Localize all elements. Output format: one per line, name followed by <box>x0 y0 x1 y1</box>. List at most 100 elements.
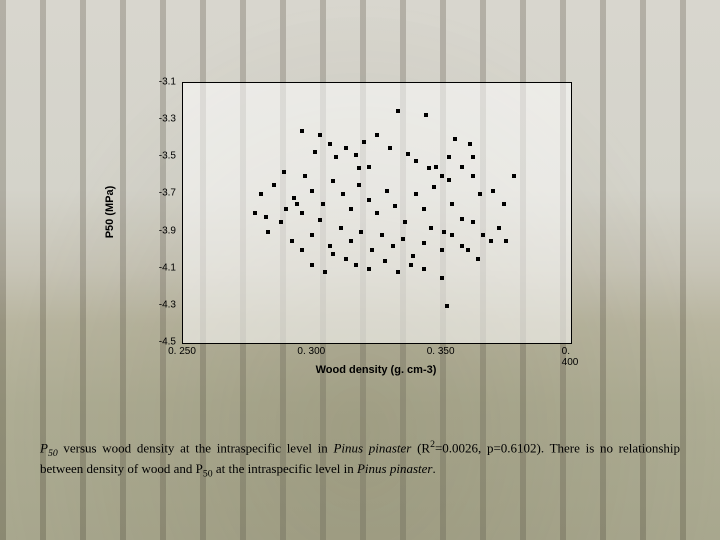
data-point <box>445 304 449 308</box>
data-point <box>391 244 395 248</box>
data-point <box>349 207 353 211</box>
data-point <box>349 239 353 243</box>
data-point <box>468 142 472 146</box>
data-point <box>497 226 501 230</box>
data-point <box>300 248 304 252</box>
caption-p-sub2: 50 <box>203 469 213 480</box>
y-axis-label: P50 (MPa) <box>104 186 116 239</box>
data-point <box>344 146 348 150</box>
data-point <box>375 133 379 137</box>
data-point <box>367 165 371 169</box>
data-point <box>406 152 410 156</box>
data-point <box>409 263 413 267</box>
data-point <box>282 170 286 174</box>
data-point <box>450 202 454 206</box>
data-point <box>434 165 438 169</box>
y-tick-label: -3.9 <box>122 225 176 236</box>
data-point <box>453 137 457 141</box>
data-point <box>403 220 407 224</box>
data-point <box>370 248 374 252</box>
data-point <box>321 202 325 206</box>
data-point <box>367 267 371 271</box>
data-point <box>331 252 335 256</box>
data-point <box>310 233 314 237</box>
data-point <box>362 140 366 144</box>
data-point <box>354 153 358 157</box>
data-point <box>414 192 418 196</box>
data-point <box>471 220 475 224</box>
data-point <box>460 165 464 169</box>
data-point <box>471 155 475 159</box>
data-point <box>489 239 493 243</box>
data-point <box>460 244 464 248</box>
data-point <box>476 257 480 261</box>
data-point <box>504 239 508 243</box>
data-point <box>466 248 470 252</box>
data-point <box>440 174 444 178</box>
data-point <box>388 146 392 150</box>
caption-species: Pinus pinaster <box>333 440 411 455</box>
data-point <box>344 257 348 261</box>
data-point <box>259 192 263 196</box>
figure-caption: P50 versus wood density at the intraspec… <box>40 438 680 481</box>
page-root: P50 (MPa) Wood density (g. cm-3) -3.1 -3.… <box>0 0 720 540</box>
y-tick-label: -3.1 <box>122 77 176 88</box>
data-point <box>380 233 384 237</box>
scatter-chart: P50 (MPa) Wood density (g. cm-3) -3.1-3.… <box>122 82 570 372</box>
data-point <box>401 237 405 241</box>
data-point <box>323 270 327 274</box>
data-point <box>411 254 415 258</box>
x-tick-label: 0. 250 <box>168 346 196 357</box>
caption-t1: versus wood density at the intraspecific… <box>58 440 334 455</box>
data-point <box>303 174 307 178</box>
x-tick-label: 0. 400 <box>562 346 579 368</box>
data-point <box>447 155 451 159</box>
data-point <box>442 230 446 234</box>
data-point <box>478 192 482 196</box>
data-point <box>253 211 257 215</box>
data-point <box>292 196 296 200</box>
caption-p-sub: 50 <box>48 448 58 459</box>
data-point <box>310 263 314 267</box>
data-point <box>481 233 485 237</box>
data-point <box>310 189 314 193</box>
x-tick-label: 0. 350 <box>427 346 455 357</box>
y-tick-label: -3.5 <box>122 151 176 162</box>
data-point <box>266 230 270 234</box>
data-point <box>491 189 495 193</box>
data-point <box>440 276 444 280</box>
data-point <box>396 109 400 113</box>
data-point <box>414 159 418 163</box>
data-point <box>422 241 426 245</box>
data-point <box>300 211 304 215</box>
data-point <box>422 207 426 211</box>
x-axis-label: Wood density (g. cm-3) <box>182 364 570 376</box>
data-point <box>318 133 322 137</box>
data-point <box>328 244 332 248</box>
y-tick-label: -4.3 <box>122 299 176 310</box>
data-point <box>460 217 464 221</box>
caption-p: P <box>40 440 48 455</box>
data-point <box>432 185 436 189</box>
data-point <box>471 174 475 178</box>
data-point <box>357 166 361 170</box>
data-point <box>357 183 361 187</box>
data-point <box>422 267 426 271</box>
data-point <box>396 270 400 274</box>
data-point <box>440 248 444 252</box>
data-point <box>290 239 294 243</box>
data-point <box>367 198 371 202</box>
data-point <box>318 218 322 222</box>
data-point <box>447 178 451 182</box>
data-point <box>279 220 283 224</box>
data-point <box>427 166 431 170</box>
data-point <box>385 189 389 193</box>
data-point <box>341 192 345 196</box>
caption-t2: (R <box>411 440 430 455</box>
data-point <box>313 150 317 154</box>
data-point <box>295 202 299 206</box>
data-point <box>331 179 335 183</box>
data-point <box>354 263 358 267</box>
data-point <box>359 230 363 234</box>
data-point <box>264 215 268 219</box>
